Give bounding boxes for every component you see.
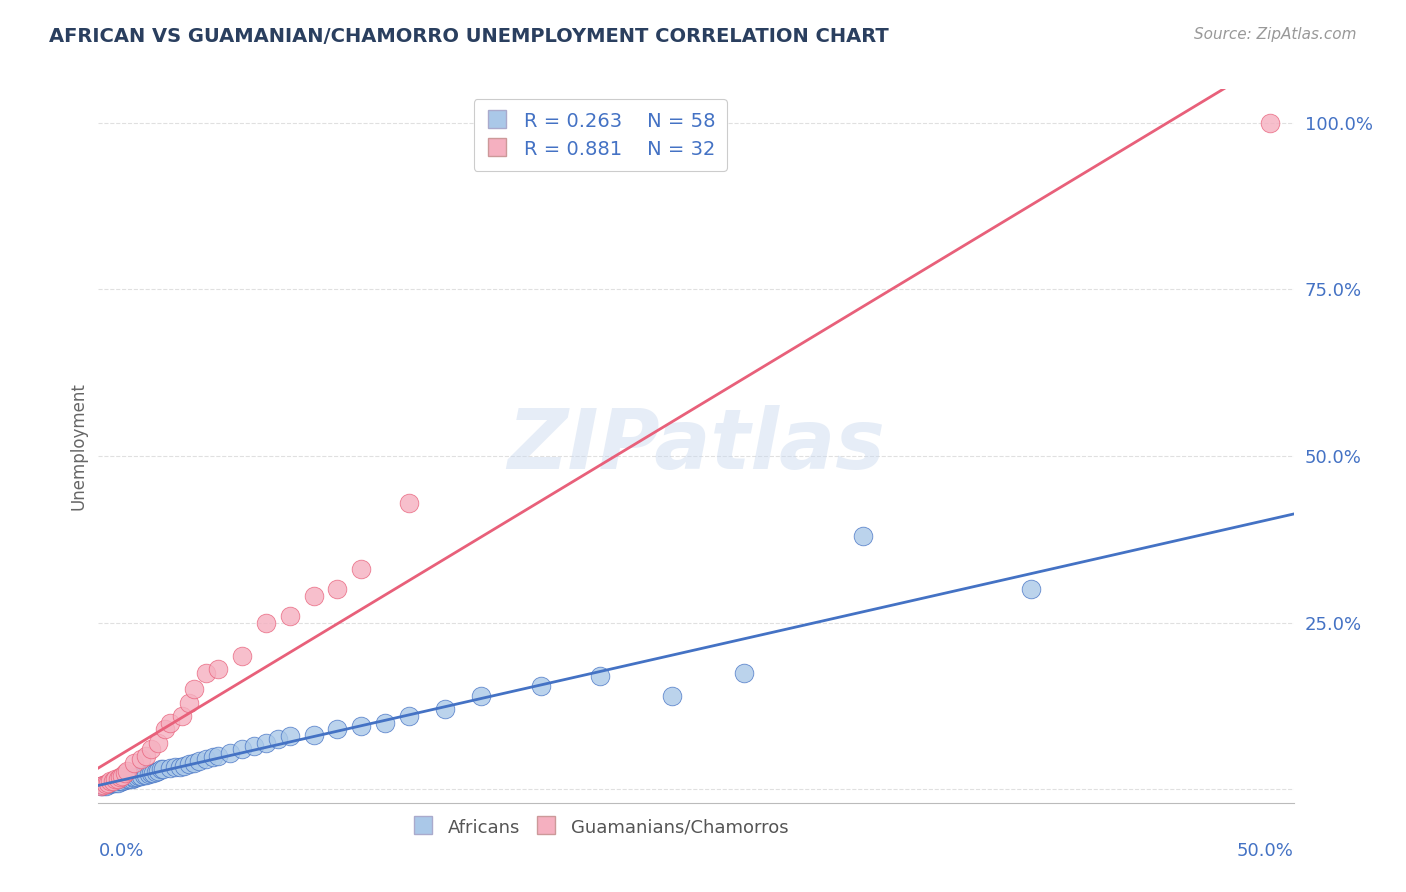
- Point: [90, 779, 112, 793]
- Point: [398, 709, 420, 723]
- Point: [350, 562, 373, 576]
- Point: [219, 746, 242, 760]
- Point: [111, 773, 134, 788]
- Point: [94, 779, 117, 793]
- Point: [254, 615, 277, 630]
- Text: 0.0%: 0.0%: [98, 842, 143, 860]
- Point: [155, 723, 177, 737]
- Point: [124, 756, 146, 770]
- Point: [139, 765, 162, 780]
- Point: [148, 764, 170, 778]
- Point: [124, 771, 146, 785]
- Point: [302, 589, 325, 603]
- Point: [108, 774, 131, 789]
- Y-axis label: Unemployment: Unemployment: [69, 382, 87, 510]
- Point: [243, 739, 266, 753]
- Point: [326, 723, 349, 737]
- Point: [118, 772, 141, 786]
- Point: [202, 750, 225, 764]
- Point: [661, 689, 683, 703]
- Point: [398, 496, 420, 510]
- Point: [278, 609, 301, 624]
- Point: [135, 768, 157, 782]
- Point: [91, 778, 114, 792]
- Point: [107, 772, 129, 787]
- Point: [98, 777, 122, 791]
- Point: [169, 760, 191, 774]
- Legend: Africans, Guamanians/Chamorros: Africans, Guamanians/Chamorros: [405, 810, 796, 844]
- Point: [148, 736, 170, 750]
- Point: [589, 669, 612, 683]
- Point: [267, 732, 290, 747]
- Point: [195, 665, 218, 680]
- Point: [104, 772, 127, 787]
- Point: [152, 763, 174, 777]
- Point: [108, 771, 131, 785]
- Point: [173, 759, 195, 773]
- Point: [97, 777, 120, 791]
- Point: [125, 771, 148, 785]
- Point: [207, 749, 229, 764]
- Point: [852, 529, 875, 543]
- Point: [163, 760, 186, 774]
- Point: [207, 662, 229, 676]
- Point: [1258, 115, 1281, 129]
- Point: [135, 749, 157, 764]
- Point: [172, 709, 194, 723]
- Point: [101, 776, 124, 790]
- Point: [733, 665, 755, 680]
- Point: [179, 757, 201, 772]
- Point: [187, 755, 209, 769]
- Point: [326, 582, 349, 597]
- Point: [470, 689, 492, 703]
- Point: [530, 679, 553, 693]
- Point: [104, 776, 127, 790]
- Point: [97, 776, 120, 790]
- Point: [114, 773, 136, 788]
- Point: [231, 649, 253, 664]
- Point: [115, 764, 138, 778]
- Point: [278, 729, 301, 743]
- Point: [195, 752, 218, 766]
- Point: [139, 742, 162, 756]
- Text: ZIPatlas: ZIPatlas: [508, 406, 884, 486]
- Point: [138, 767, 160, 781]
- Point: [98, 774, 122, 789]
- Point: [302, 728, 325, 742]
- Point: [101, 773, 124, 788]
- Point: [111, 769, 134, 783]
- Point: [128, 769, 150, 783]
- Point: [159, 715, 181, 730]
- Point: [115, 772, 138, 787]
- Point: [91, 779, 114, 793]
- Point: [374, 715, 396, 730]
- Text: AFRICAN VS GUAMANIAN/CHAMORRO UNEMPLOYMENT CORRELATION CHART: AFRICAN VS GUAMANIAN/CHAMORRO UNEMPLOYME…: [49, 27, 889, 45]
- Point: [142, 765, 165, 780]
- Point: [179, 696, 201, 710]
- Point: [90, 779, 112, 793]
- Point: [149, 763, 172, 777]
- Text: 50.0%: 50.0%: [1237, 842, 1294, 860]
- Text: Source: ZipAtlas.com: Source: ZipAtlas.com: [1194, 27, 1357, 42]
- Point: [183, 682, 205, 697]
- Point: [131, 752, 153, 766]
- Point: [231, 742, 253, 756]
- Point: [1019, 582, 1042, 597]
- Point: [132, 768, 155, 782]
- Point: [159, 761, 181, 775]
- Point: [145, 765, 167, 780]
- Point: [107, 776, 129, 790]
- Point: [183, 756, 205, 770]
- Point: [111, 774, 134, 789]
- Point: [434, 702, 457, 716]
- Point: [254, 736, 277, 750]
- Point: [94, 777, 117, 791]
- Point: [131, 769, 153, 783]
- Point: [114, 765, 136, 780]
- Point: [124, 771, 146, 785]
- Point: [350, 719, 373, 733]
- Point: [121, 772, 143, 786]
